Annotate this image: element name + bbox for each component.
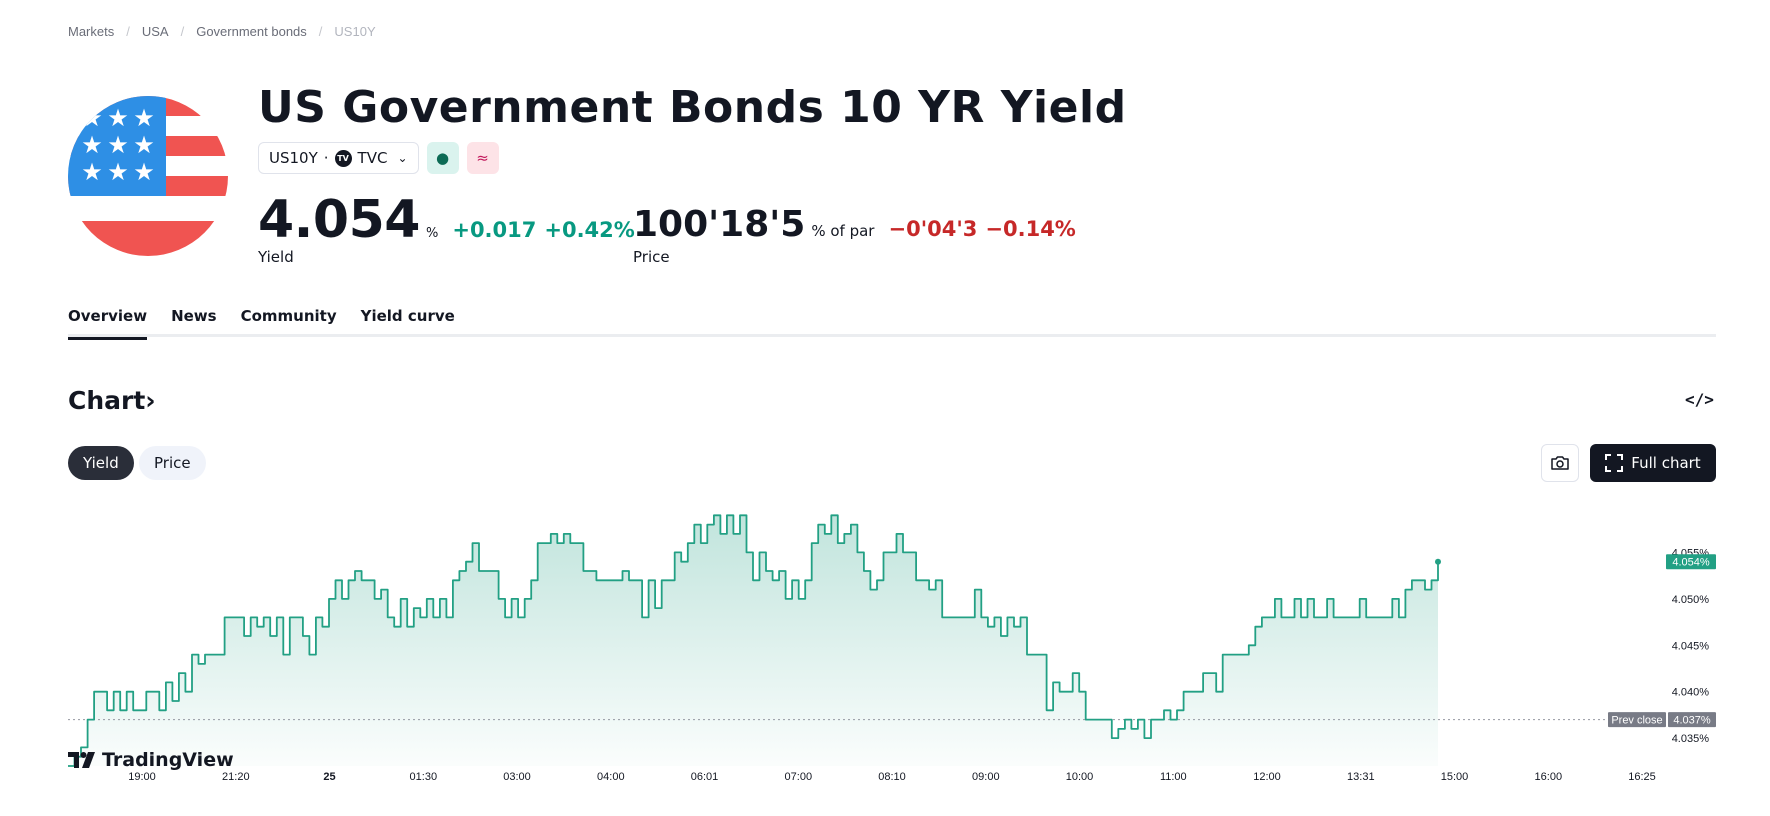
embed-code-icon[interactable]: </> <box>1685 390 1714 409</box>
x-axis-label: 06:01 <box>691 771 719 783</box>
symbol-exchange: TVC <box>357 149 388 167</box>
breadcrumb-current: US10Y <box>334 24 376 39</box>
x-axis-label: 11:00 <box>1160 771 1187 783</box>
us-flag-icon: ★ ★ ★ ★ ★ ★ ★ ★ ★ <box>68 96 228 256</box>
tabs: Overview News Community Yield curve <box>68 307 1716 340</box>
tradingview-logo-icon <box>68 752 95 768</box>
x-axis-label: 01:30 <box>410 771 438 783</box>
tradingview-logo-icon: TV <box>334 149 352 167</box>
price-change: −0'04'3 <box>888 217 978 241</box>
chart-heading-text: Chart <box>68 386 146 415</box>
breadcrumb-usa[interactable]: USA <box>141 24 169 39</box>
x-axis-label: 21:20 <box>222 771 250 783</box>
y-axis-label: 4.045% <box>1672 640 1710 652</box>
price-quote: 100'18'5 % of par −0'04'3 −0.14% <box>633 204 1076 245</box>
camera-icon <box>1551 456 1569 470</box>
chart-area <box>68 515 1438 766</box>
x-axis-label: 19:00 <box>128 771 156 783</box>
x-axis-label: 16:25 <box>1628 771 1656 783</box>
page-title: US Government Bonds 10 YR Yield <box>258 82 1127 133</box>
chart-heading-link[interactable]: Chart› <box>68 386 156 415</box>
prev-close-label: Prev close <box>1611 715 1662 727</box>
breadcrumb-government-bonds[interactable]: Government bonds <box>196 24 307 39</box>
svg-text:★: ★ <box>133 131 155 159</box>
price-value: 100'18'5 <box>633 204 806 245</box>
tab-yield-curve[interactable]: Yield curve <box>360 307 455 325</box>
svg-text:★: ★ <box>107 158 129 186</box>
yield-unit: % <box>425 226 439 241</box>
x-axis-label: 15:00 <box>1441 771 1469 783</box>
yield-change-percent: +0.42% <box>544 218 635 242</box>
x-axis-label: 16:00 <box>1535 771 1563 783</box>
yield-chart[interactable]: 4.055%4.050%4.045%4.040%4.035% 19:00 21:2… <box>0 496 1770 816</box>
svg-text:★: ★ <box>81 131 103 159</box>
tradingview-brand[interactable]: TradingView <box>68 749 234 771</box>
x-axis-label: 08:10 <box>878 771 906 783</box>
y-axis-label: 4.035% <box>1672 733 1710 745</box>
svg-text:★: ★ <box>81 104 103 132</box>
chevron-right-icon: › <box>145 386 156 415</box>
last-value-label: 4.054% <box>1672 557 1710 569</box>
x-axis-label: 03:00 <box>503 771 531 783</box>
delayed-data-icon[interactable]: ≈ <box>466 142 499 174</box>
symbol-exchange-selector[interactable]: US10Y · TV TVC ⌄ <box>258 142 419 174</box>
breadcrumb-separator: / <box>318 24 323 39</box>
x-axis-label: 09:00 <box>972 771 1000 783</box>
svg-text:★: ★ <box>107 131 129 159</box>
snapshot-button[interactable] <box>1541 444 1579 482</box>
x-axis-label: 04:00 <box>597 771 625 783</box>
tab-overview[interactable]: Overview <box>68 307 148 340</box>
prev-close-tag: Prev close 4.037% <box>1608 712 1716 728</box>
yield-quote: 4.054 % +0.017 +0.42% <box>258 190 635 250</box>
last-value-tag: 4.054% <box>1666 554 1716 570</box>
chevron-down-icon: ⌄ <box>397 151 408 165</box>
symbol-dot: · <box>323 149 329 167</box>
full-chart-label: Full chart <box>1631 454 1701 472</box>
full-chart-button[interactable]: Full chart <box>1590 444 1716 482</box>
symbol-row: US10Y · TV TVC ⌄ ● ≈ <box>258 142 499 174</box>
svg-text:★: ★ <box>81 158 103 186</box>
y-axis-label: 4.050% <box>1672 594 1710 606</box>
x-axis-label: 07:00 <box>785 771 813 783</box>
tab-community[interactable]: Community <box>240 307 337 325</box>
svg-text:★: ★ <box>133 158 155 186</box>
price-toggle-button[interactable]: Price <box>139 446 206 480</box>
chart-line <box>68 514 1439 767</box>
svg-text:★: ★ <box>107 104 129 132</box>
yield-value: 4.054 <box>258 190 420 250</box>
symbol-ticker: US10Y <box>269 149 318 167</box>
x-axis-label: 10:00 <box>1066 771 1094 783</box>
tradingview-wordmark: TradingView <box>102 749 234 771</box>
yield-change: +0.017 <box>452 218 537 242</box>
y-axis-label: 4.040% <box>1672 687 1710 699</box>
breadcrumb-separator: / <box>126 24 130 39</box>
svg-text:★: ★ <box>133 104 155 132</box>
breadcrumb-markets[interactable]: Markets <box>68 24 115 39</box>
market-status-icon[interactable]: ● <box>426 142 459 174</box>
fullscreen-icon <box>1605 454 1624 472</box>
x-axis-label: 12:00 <box>1253 771 1281 783</box>
yield-label: Yield <box>258 248 294 266</box>
breadcrumb-separator: / <box>180 24 185 39</box>
yield-toggle-button[interactable]: Yield <box>68 446 134 480</box>
x-axis-label: 13:31 <box>1347 771 1375 783</box>
tab-news[interactable]: News <box>171 307 217 325</box>
price-label: Price <box>633 248 670 266</box>
last-point <box>1435 558 1441 565</box>
x-axis-label: 25 <box>323 771 335 783</box>
breadcrumb: Markets / USA / Government bonds / US10Y <box>68 24 376 39</box>
price-unit: % of par <box>811 222 875 240</box>
price-change-percent: −0.14% <box>985 217 1076 241</box>
prev-close-value: 4.037% <box>1673 715 1711 727</box>
